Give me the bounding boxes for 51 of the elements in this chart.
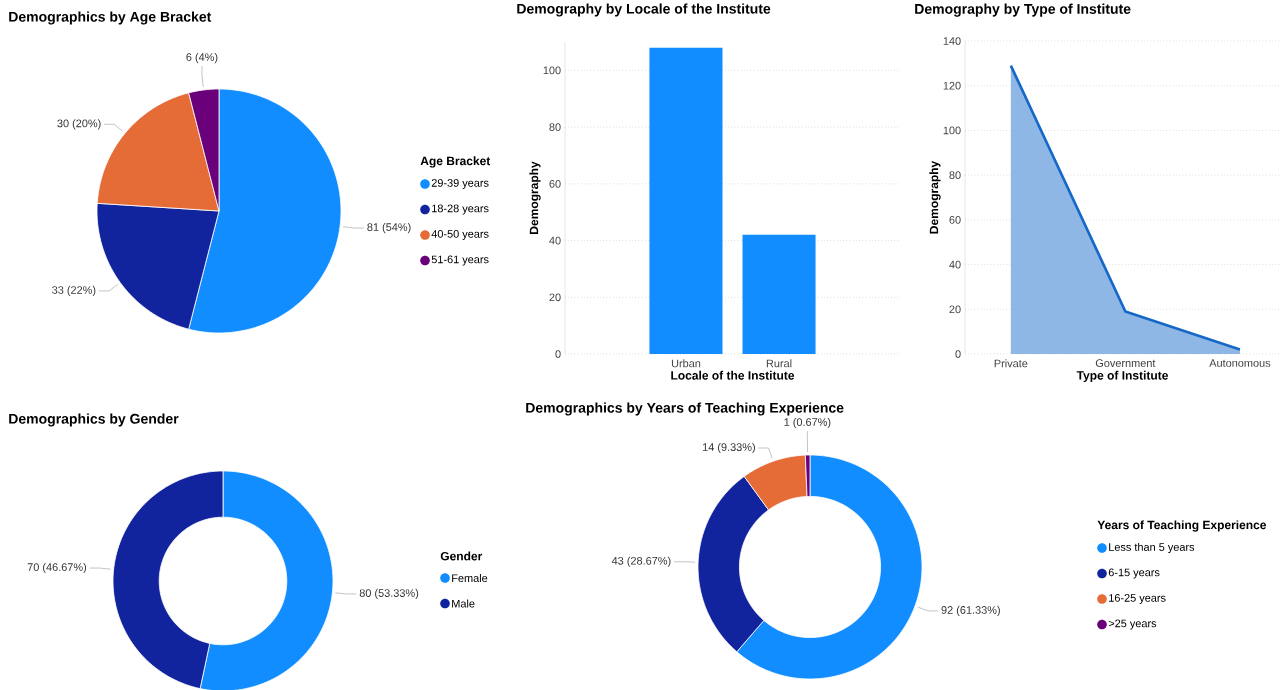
x-tick-label: Autonomous bbox=[1209, 359, 1271, 367]
x-tick-label: Urban bbox=[671, 359, 701, 368]
y-tick-label: 60 bbox=[949, 215, 961, 224]
legend-title: Years of Teaching Experience bbox=[1097, 520, 1267, 532]
x-tick-label: Government bbox=[1095, 359, 1156, 367]
chart-title: Demographics by Years of Teaching Experience bbox=[526, 402, 844, 416]
chart-title: Demographics by Age Bracket bbox=[9, 11, 212, 25]
y-tick-label: 140 bbox=[943, 37, 961, 45]
y-tick-label: 0 bbox=[555, 350, 561, 358]
data-label: 1 (0.67%) bbox=[784, 417, 831, 429]
chart-title: Demography by Locale of the Institute bbox=[517, 3, 771, 17]
legend-label: 18-28 years bbox=[432, 204, 489, 215]
y-tick-label: 100 bbox=[943, 126, 961, 135]
data-label: 14 (9.33%) bbox=[702, 442, 755, 454]
y-tick-label: 120 bbox=[943, 81, 961, 90]
x-tick-label: Rural bbox=[766, 359, 792, 368]
y-tick-label: 80 bbox=[949, 171, 961, 180]
data-label: 92 (61.33%) bbox=[941, 605, 1000, 617]
data-label: 30 (20%) bbox=[57, 119, 101, 130]
data-label: 33 (22%) bbox=[52, 285, 96, 297]
legend-label: 51-61 years bbox=[431, 255, 489, 266]
legend-title: Gender bbox=[440, 551, 483, 561]
legend-title: Age Bracket bbox=[420, 156, 491, 168]
legend-label: Less than 5 years bbox=[1109, 542, 1195, 554]
legend-label: Female bbox=[452, 573, 488, 583]
x-axis-title: Type of Institute bbox=[1076, 370, 1168, 383]
y-tick-label: 60 bbox=[549, 179, 561, 188]
legend-label: 29-39 years bbox=[431, 179, 489, 189]
data-label: 6 (4%) bbox=[186, 52, 218, 64]
y-tick-label: 80 bbox=[549, 123, 561, 131]
x-tick-label: Private bbox=[994, 359, 1028, 368]
y-tick-label: 40 bbox=[949, 260, 961, 269]
y-tick-label: 0 bbox=[955, 350, 961, 358]
legend-label: 16-25 years bbox=[1109, 594, 1166, 604]
y-axis-title: Demography bbox=[529, 161, 541, 234]
legend-label: Male bbox=[452, 599, 475, 608]
y-tick-label: 20 bbox=[549, 293, 561, 302]
y-tick-label: 40 bbox=[549, 236, 561, 245]
data-label: 70 (46.67%) bbox=[27, 562, 87, 574]
x-axis-title: Locale of the Institute bbox=[671, 370, 795, 380]
chart-title: Demographics by Gender bbox=[9, 413, 179, 427]
data-label: 80 (53.33%) bbox=[359, 588, 419, 600]
y-tick-label: 20 bbox=[949, 305, 961, 314]
legend-label: 40-50 years bbox=[431, 230, 489, 240]
y-tick-label: 100 bbox=[543, 66, 561, 75]
legend-label: >25 years bbox=[1108, 619, 1157, 630]
y-axis-title: Demography bbox=[929, 160, 941, 234]
data-label: 81 (54%) bbox=[367, 222, 411, 234]
legend-label: 6-15 years bbox=[1108, 568, 1160, 579]
data-label: 43 (28.67%) bbox=[611, 556, 671, 567]
chart-title: Demography by Type of Institute bbox=[915, 3, 1131, 17]
